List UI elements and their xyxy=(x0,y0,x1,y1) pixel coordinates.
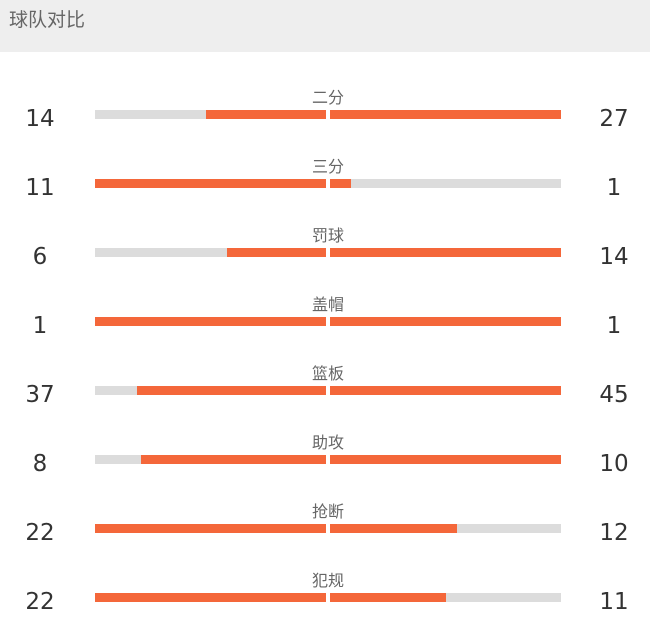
home-team-value: 22 xyxy=(25,520,55,546)
away-team-bar-track xyxy=(330,386,561,395)
away-team-bar-fill xyxy=(330,455,561,464)
away-team-bar-track xyxy=(330,317,561,326)
stat-row: 助攻 8 10 xyxy=(0,433,650,493)
home-team-bar-track xyxy=(95,455,326,464)
away-team-value: 10 xyxy=(599,451,629,477)
away-team-bar-fill xyxy=(330,593,446,602)
away-team-bar-fill xyxy=(330,386,561,395)
home-team-bar-track xyxy=(95,524,326,533)
stat-label: 抢断 xyxy=(311,502,344,521)
away-team-value: 45 xyxy=(599,382,629,408)
section-title: 球队对比 xyxy=(9,9,86,31)
away-team-value: 12 xyxy=(599,520,629,546)
away-team-value: 11 xyxy=(599,589,629,615)
home-team-value: 11 xyxy=(25,175,55,201)
home-team-bar-fill xyxy=(95,593,326,602)
stat-row: 抢断 22 12 xyxy=(0,502,650,562)
away-team-bar-track xyxy=(330,524,561,533)
stat-label: 二分 xyxy=(311,88,344,107)
home-team-bar-fill xyxy=(95,317,326,326)
home-team-bar-fill xyxy=(141,455,326,464)
away-team-bar-fill xyxy=(330,524,458,533)
away-team-value: 14 xyxy=(599,244,629,270)
home-team-bar-track xyxy=(95,248,326,257)
stat-row: 盖帽 1 1 xyxy=(0,295,650,355)
home-team-value: 6 xyxy=(32,244,48,270)
away-team-bar-fill xyxy=(330,110,561,119)
home-team-bar-track xyxy=(95,110,326,119)
home-team-bar-fill xyxy=(205,110,326,119)
away-team-bar-track xyxy=(330,593,561,602)
home-team-bar-track xyxy=(95,386,326,395)
stat-label: 三分 xyxy=(311,157,344,176)
home-team-bar-track xyxy=(95,179,326,188)
stat-label: 犯规 xyxy=(311,571,344,590)
home-team-bar-fill xyxy=(95,524,326,533)
away-team-value: 1 xyxy=(606,313,622,339)
away-team-bar-track xyxy=(330,455,561,464)
away-team-bar-fill xyxy=(330,248,561,257)
stat-row: 罚球 6 14 xyxy=(0,226,650,286)
stat-label: 罚球 xyxy=(311,226,344,245)
away-team-bar-track xyxy=(330,248,561,257)
home-team-bar-fill xyxy=(95,179,326,188)
stat-row: 犯规 22 11 xyxy=(0,571,650,631)
stat-row: 篮板 37 45 xyxy=(0,364,650,424)
home-team-value: 37 xyxy=(25,382,55,408)
away-team-value: 27 xyxy=(599,106,629,132)
home-team-bar-track xyxy=(95,317,326,326)
stat-row: 三分 11 1 xyxy=(0,157,650,217)
away-team-bar-fill xyxy=(330,179,351,188)
home-team-value: 1 xyxy=(32,313,48,339)
stat-row: 二分 14 27 xyxy=(0,88,650,148)
away-team-value: 1 xyxy=(606,175,622,201)
away-team-bar-fill xyxy=(330,317,561,326)
home-team-bar-track xyxy=(95,593,326,602)
stat-label: 篮板 xyxy=(311,364,344,383)
home-team-value: 22 xyxy=(25,589,55,615)
section-header: 球队对比 xyxy=(0,0,650,52)
home-team-value: 14 xyxy=(25,106,55,132)
home-team-bar-fill xyxy=(226,248,326,257)
stat-label: 助攻 xyxy=(311,433,344,452)
home-team-value: 8 xyxy=(32,451,48,477)
away-team-bar-track xyxy=(330,179,561,188)
away-team-bar-track xyxy=(330,110,561,119)
stat-label: 盖帽 xyxy=(311,295,344,314)
home-team-bar-fill xyxy=(136,386,326,395)
